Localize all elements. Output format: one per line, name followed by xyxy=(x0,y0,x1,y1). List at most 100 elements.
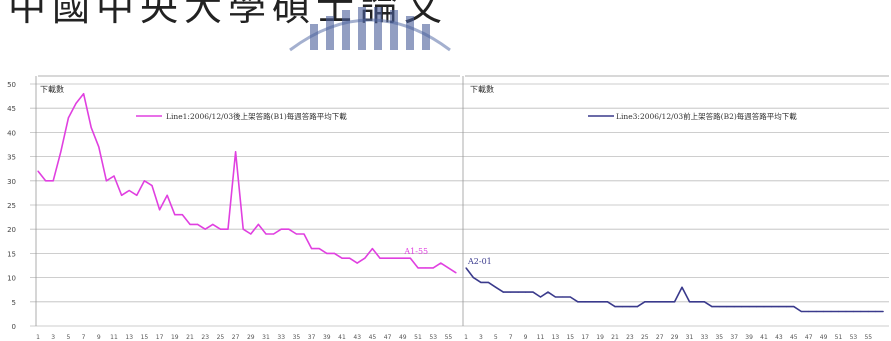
data-point xyxy=(577,301,579,303)
data-point xyxy=(371,247,373,250)
data-point xyxy=(204,228,206,230)
data-point xyxy=(644,301,646,303)
data-point xyxy=(288,228,290,230)
x-tick-label: 47 xyxy=(805,334,813,341)
data-point xyxy=(105,180,107,182)
data-point xyxy=(333,252,335,254)
data-point xyxy=(599,301,601,303)
x-tick-label: 39 xyxy=(323,334,331,341)
x-tick-label: 27 xyxy=(656,334,664,341)
data-point xyxy=(882,310,884,313)
data-point xyxy=(447,267,449,269)
data-point xyxy=(60,151,62,153)
legend-label: Line3:2006/12/03前上架答路(B2)每週答路平均下載 xyxy=(616,111,797,121)
x-tick-label: 25 xyxy=(641,334,649,341)
data-point xyxy=(525,291,527,293)
x-tick-label: 3 xyxy=(51,334,55,341)
data-point xyxy=(67,117,69,119)
x-tick-label: 49 xyxy=(399,334,407,341)
data-point xyxy=(37,170,39,172)
x-tick-label: 55 xyxy=(445,334,453,341)
data-point xyxy=(584,301,586,303)
data-point xyxy=(379,257,381,259)
data-point xyxy=(659,301,661,303)
header-text: 中國中央大學碩士論文 xyxy=(8,0,449,29)
data-point xyxy=(364,257,366,259)
data-point xyxy=(189,223,191,225)
data-point xyxy=(349,257,351,259)
x-tick-label: 45 xyxy=(790,334,798,341)
x-tick-label: 25 xyxy=(217,334,225,341)
x-tick-label: 27 xyxy=(232,334,240,341)
data-point xyxy=(674,301,676,303)
data-point xyxy=(487,281,489,284)
y-tick-label: 35 xyxy=(7,154,16,162)
data-point xyxy=(257,223,259,225)
data-point xyxy=(113,175,115,177)
series-line xyxy=(465,267,884,313)
x-tick-label: 9 xyxy=(524,334,528,341)
data-point xyxy=(250,233,252,235)
data-point xyxy=(341,257,343,259)
y-tick-label: 20 xyxy=(7,226,16,234)
annotation-label: A2-01 xyxy=(467,257,492,266)
data-point xyxy=(295,233,297,235)
x-tick-label: 33 xyxy=(701,334,709,341)
x-tick-label: 51 xyxy=(835,334,843,341)
x-tick-label: 1 xyxy=(36,334,40,341)
y-axis-label: 下載數 xyxy=(470,84,494,94)
data-point xyxy=(394,257,396,259)
data-point xyxy=(151,185,153,187)
x-tick-label: 37 xyxy=(308,334,316,341)
data-point xyxy=(711,306,713,308)
university-logo xyxy=(289,7,451,52)
data-point xyxy=(830,310,832,313)
data-point xyxy=(726,306,728,308)
data-point xyxy=(303,233,305,235)
x-tick-label: 17 xyxy=(581,334,589,341)
data-point xyxy=(636,306,638,308)
legend-label: Line1:2006/12/03後上架答路(B1)每週答路平均下載 xyxy=(166,111,347,121)
data-point xyxy=(793,306,795,308)
x-tick-label: 37 xyxy=(730,334,738,341)
data-point xyxy=(718,306,720,308)
x-tick-label: 21 xyxy=(611,334,619,341)
data-point xyxy=(181,214,183,216)
data-point xyxy=(273,233,275,235)
x-tick-label: 1 xyxy=(464,334,468,341)
x-tick-label: 45 xyxy=(369,334,377,341)
x-tick-label: 13 xyxy=(125,334,133,341)
series-line xyxy=(37,92,457,274)
data-point xyxy=(472,277,475,279)
data-point xyxy=(280,228,282,230)
data-point xyxy=(52,180,54,182)
data-point xyxy=(212,223,214,225)
data-point xyxy=(815,310,817,313)
data-point xyxy=(554,296,557,298)
data-point xyxy=(785,306,787,308)
data-point xyxy=(417,267,419,269)
x-tick-label: 3 xyxy=(479,334,483,341)
x-tick-label: 49 xyxy=(820,334,828,341)
data-point xyxy=(681,286,683,288)
data-point xyxy=(539,296,542,298)
data-point xyxy=(425,267,427,269)
x-tick-label: 5 xyxy=(494,334,498,341)
x-tick-label: 43 xyxy=(353,334,361,341)
data-point xyxy=(532,291,534,293)
data-point xyxy=(688,301,691,303)
x-tick-label: 31 xyxy=(262,334,270,341)
x-tick-label: 11 xyxy=(110,334,118,341)
data-point xyxy=(569,296,571,298)
y-tick-label: 50 xyxy=(7,81,16,89)
data-point xyxy=(755,306,758,308)
data-point xyxy=(852,310,855,313)
data-point xyxy=(432,267,434,269)
data-point xyxy=(808,310,810,313)
data-point xyxy=(90,126,92,129)
data-point xyxy=(242,228,244,230)
x-tick-label: 55 xyxy=(864,334,872,341)
x-tick-label: 15 xyxy=(141,334,149,341)
y-tick-label: 15 xyxy=(7,250,16,258)
